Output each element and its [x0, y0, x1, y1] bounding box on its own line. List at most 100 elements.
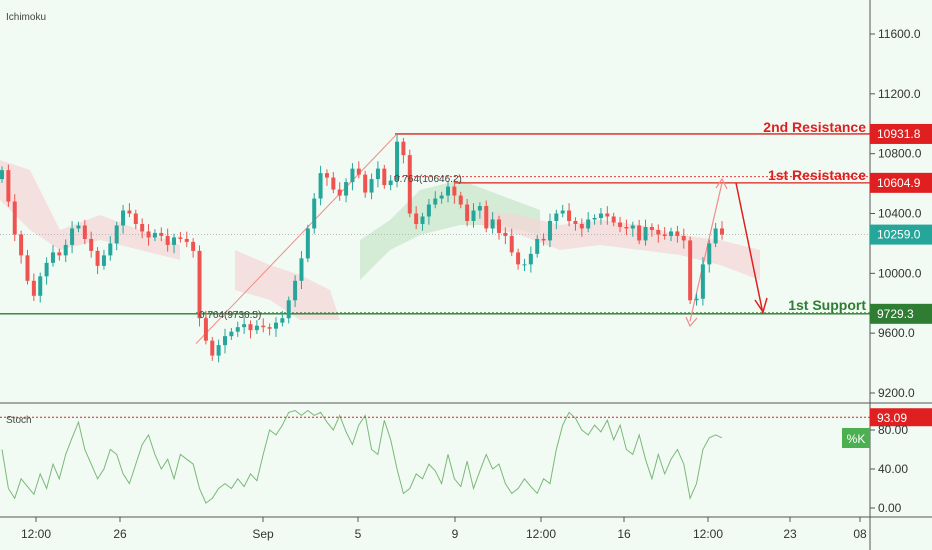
candle-body — [567, 210, 572, 221]
candle-body — [127, 210, 132, 214]
time-tick-label: 12:00 — [21, 527, 51, 541]
candle-body — [433, 198, 438, 205]
candle-body — [618, 222, 623, 227]
price-axis: 11600.0 11200.0 10800.0 10400.0 10000.0 9600.… — [870, 27, 922, 515]
candle-body — [350, 168, 355, 183]
candle-body — [19, 234, 24, 256]
cloud-region — [0, 160, 180, 260]
candle-body — [363, 174, 368, 193]
price-tick-label: 9600.0 — [878, 326, 915, 340]
candle-body — [375, 168, 380, 180]
candle-body — [503, 232, 508, 236]
annotation-1st-support: 1st Support — [788, 297, 866, 313]
candle-body — [401, 141, 406, 156]
candle-body — [446, 186, 451, 196]
candle-body — [656, 229, 661, 235]
price-tick-label: 10800.0 — [878, 147, 922, 161]
candle-body — [382, 168, 387, 186]
candle-body — [452, 186, 457, 196]
candle-body — [720, 228, 724, 235]
candle-body — [535, 238, 540, 254]
candle-body — [624, 226, 629, 229]
price-tick-label: 11200.0 — [878, 87, 921, 101]
ichimoku-label: Ichimoku — [6, 12, 46, 23]
projection-arrowhead-bottom — [685, 316, 698, 328]
stoch-k-line — [1, 409, 723, 504]
candle-body — [273, 322, 278, 329]
time-tick-label: 12:00 — [526, 527, 556, 541]
stoch-label: Stoch — [6, 415, 32, 426]
candle-body — [223, 336, 228, 346]
candle-body — [184, 238, 189, 242]
candle-body — [637, 225, 642, 241]
candle-body — [700, 264, 705, 299]
stoch-tick-label: 40.00 — [878, 462, 908, 476]
candle-body — [592, 217, 597, 220]
candle-body — [305, 228, 310, 259]
candle-body — [649, 226, 654, 230]
candle-body — [159, 232, 164, 236]
stoch-pane: 93.09 — [0, 408, 932, 504]
stoch-tick-label: 80.00 — [878, 423, 908, 437]
candle-body — [101, 255, 106, 266]
candle-body — [573, 220, 578, 224]
time-tick-label: 9 — [452, 527, 459, 541]
stoch-k-label: %K — [847, 432, 866, 446]
candle-body — [191, 241, 196, 251]
candle-body — [490, 219, 495, 229]
candle-body — [63, 244, 68, 256]
candle-body — [337, 189, 342, 196]
candle-body — [76, 225, 81, 229]
candle-body — [44, 262, 49, 277]
time-tick-label: 26 — [113, 527, 127, 541]
level-badge-text: 10931.8 — [877, 127, 921, 141]
price-tick-label: 10000.0 — [878, 266, 922, 280]
candle-body — [140, 223, 145, 232]
stoch-level-badge — [870, 408, 932, 427]
level-badge-text: 10604.9 — [877, 176, 921, 190]
candle-body — [121, 210, 126, 226]
price-tick-label: 9200.0 — [878, 386, 915, 400]
candle-body — [471, 210, 476, 221]
fib-label-low: 0.764(9736.5) — [199, 310, 261, 321]
price-tick-label: 10400.0 — [878, 207, 922, 221]
candle-body — [477, 206, 482, 211]
candle-body — [439, 195, 444, 199]
candle-body — [331, 177, 336, 190]
candle-body — [0, 170, 4, 180]
time-tick-label: Sep — [252, 527, 274, 541]
candle-body — [388, 180, 393, 186]
candle-body — [598, 213, 603, 218]
candle-body — [547, 220, 552, 241]
candle-body — [465, 204, 470, 221]
candle-body — [38, 276, 43, 296]
candle-body — [216, 345, 221, 356]
candle-body — [229, 331, 234, 337]
candle-body — [197, 250, 202, 319]
candle-body — [560, 210, 565, 214]
time-tick-label: 08 — [853, 527, 867, 541]
candle-body — [70, 228, 75, 245]
stoch-tick-label: 0.00 — [878, 501, 902, 515]
candle-body — [630, 225, 635, 229]
candle-body — [579, 223, 584, 229]
trend-line-up — [195, 133, 398, 344]
projection-line-up — [689, 182, 723, 322]
candle-body — [681, 235, 686, 241]
candle-body — [369, 179, 374, 193]
time-tick-label: 12:00 — [693, 527, 723, 541]
candle-body — [254, 325, 259, 331]
candle-body — [203, 318, 208, 341]
price-tick-label: 11600.0 — [878, 27, 921, 41]
candle-body — [414, 213, 419, 224]
time-tick-label: 5 — [355, 527, 362, 541]
candle-body — [178, 237, 183, 239]
candle-body — [95, 250, 100, 266]
candle-body — [152, 232, 157, 238]
time-tick-label: 16 — [617, 527, 631, 541]
candle-body — [356, 168, 361, 175]
candle-body — [210, 340, 215, 356]
candle-body — [344, 182, 349, 196]
level-lines: 10259.0 10931.8 10604.9 9729.3 — [0, 123, 932, 324]
